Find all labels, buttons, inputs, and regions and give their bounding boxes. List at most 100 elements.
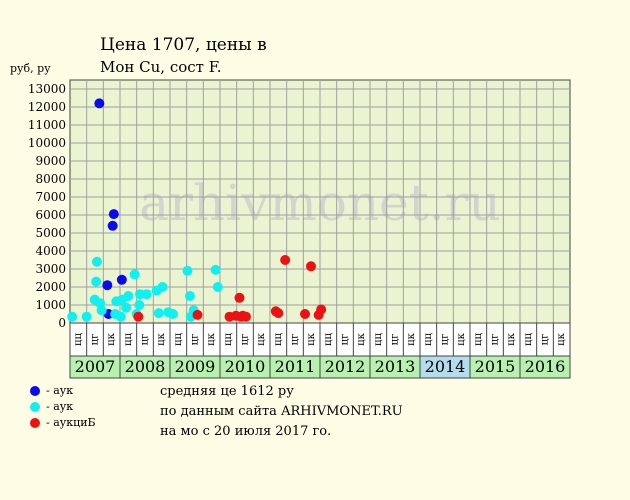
data-point — [129, 269, 140, 280]
data-point — [107, 220, 118, 231]
y-tick-label: 13000 — [28, 82, 66, 96]
legend-item-red: - аукциБ — [30, 416, 96, 429]
data-point — [134, 300, 145, 310]
data-point — [316, 304, 327, 315]
data-point — [300, 309, 310, 319]
data-point — [212, 282, 223, 292]
legend-marker — [30, 401, 40, 412]
year-label: 2013 — [375, 357, 416, 376]
period-label: цг — [340, 334, 351, 346]
y-tick-label: 7000 — [35, 190, 66, 204]
y-tick-label: 6000 — [35, 208, 66, 222]
data-point — [241, 311, 251, 322]
year-label: 2016 — [525, 357, 566, 376]
data-point — [108, 209, 119, 220]
data-point — [182, 265, 193, 276]
y-axis-unit: руб, ру — [10, 62, 51, 75]
period-label: цц — [123, 333, 134, 346]
period-label: цц — [473, 333, 484, 346]
year-label: 2012 — [325, 357, 366, 376]
period-label: цк — [406, 332, 417, 345]
year-label: 2014 — [425, 357, 466, 376]
data-point — [116, 274, 127, 285]
legend-label: - аук — [46, 400, 74, 413]
data-point — [168, 309, 178, 319]
y-tick-label: 8000 — [35, 172, 66, 186]
data-point — [121, 302, 132, 313]
data-point — [157, 282, 168, 292]
y-tick-label: 3000 — [35, 262, 66, 276]
year-label: 2008 — [125, 357, 166, 376]
period-label: цк — [556, 332, 567, 345]
period-label: цц — [523, 333, 534, 346]
period-label: цг — [190, 334, 201, 346]
y-tick-label: 12000 — [28, 100, 66, 114]
data-point — [115, 311, 126, 322]
period-label: цц — [273, 333, 284, 346]
data-point — [92, 256, 102, 267]
year-cell — [519, 355, 571, 379]
period-label: цг — [290, 334, 301, 346]
period-label: цг — [390, 334, 401, 346]
data-point — [123, 291, 134, 301]
legend-marker — [30, 417, 40, 428]
period-label: цк — [506, 332, 517, 345]
period-label: цц — [373, 333, 384, 346]
period-text: на мо с 20 июля 2017 го. — [160, 424, 332, 439]
period-label: цк — [356, 332, 367, 345]
y-tick-label: 9000 — [35, 154, 66, 168]
data-point — [81, 311, 92, 322]
source-text: по данным сайта ARHIVMONET.RU — [160, 404, 403, 419]
period-label: цг — [90, 334, 101, 346]
data-point — [273, 308, 284, 319]
chart-title-line1: Цена 1707, цены в — [100, 35, 267, 55]
period-label: цг — [540, 334, 551, 346]
y-tick-label: 10000 — [28, 136, 66, 150]
period-label: цц — [323, 333, 334, 346]
y-tick-label: 5000 — [35, 226, 66, 240]
legend-item-blue: - аук — [30, 384, 73, 397]
period-label: цг — [240, 334, 251, 346]
legend-marker — [30, 385, 40, 396]
data-point — [185, 291, 195, 301]
period-label: цг — [490, 334, 501, 346]
y-tick-label: 1000 — [35, 298, 66, 312]
data-point — [141, 289, 152, 300]
year-label: 2015 — [475, 357, 516, 376]
period-label: цк — [256, 332, 267, 345]
data-point — [280, 255, 291, 265]
legend-item-cyan: - аук — [30, 400, 73, 413]
data-point — [210, 264, 221, 275]
period-label: цк — [306, 332, 317, 345]
period-label: цц — [223, 333, 234, 346]
data-point — [96, 305, 107, 316]
data-point — [133, 311, 144, 322]
year-label: 2010 — [225, 357, 266, 376]
period-label: цг — [440, 334, 451, 346]
legend-label: - аук — [46, 384, 74, 397]
period-label: цк — [206, 332, 217, 345]
data-point — [91, 276, 102, 287]
data-point — [234, 292, 245, 303]
y-tick-label: 2000 — [35, 280, 66, 294]
data-point — [102, 280, 113, 291]
data-point — [153, 308, 164, 319]
year-label: 2009 — [175, 357, 216, 376]
data-point — [306, 261, 316, 272]
period-label: цг — [140, 334, 151, 346]
period-label: цц — [173, 333, 184, 346]
y-tick-label: 4000 — [35, 244, 66, 258]
data-point — [67, 311, 78, 322]
chart-title-line2: Мон Cu, сост F. — [100, 58, 222, 76]
period-label: цц — [423, 333, 434, 346]
y-tick-label: 0 — [58, 316, 66, 330]
year-label: 2007 — [75, 357, 116, 376]
y-tick-label: 11000 — [28, 118, 66, 132]
period-label: цк — [156, 332, 167, 345]
data-point — [94, 98, 105, 109]
year-label: 2011 — [275, 357, 316, 376]
period-label: цц — [73, 333, 84, 346]
average-price-text: средняя це 1612 ру — [160, 384, 294, 399]
legend-label: - аукциБ — [46, 416, 96, 429]
